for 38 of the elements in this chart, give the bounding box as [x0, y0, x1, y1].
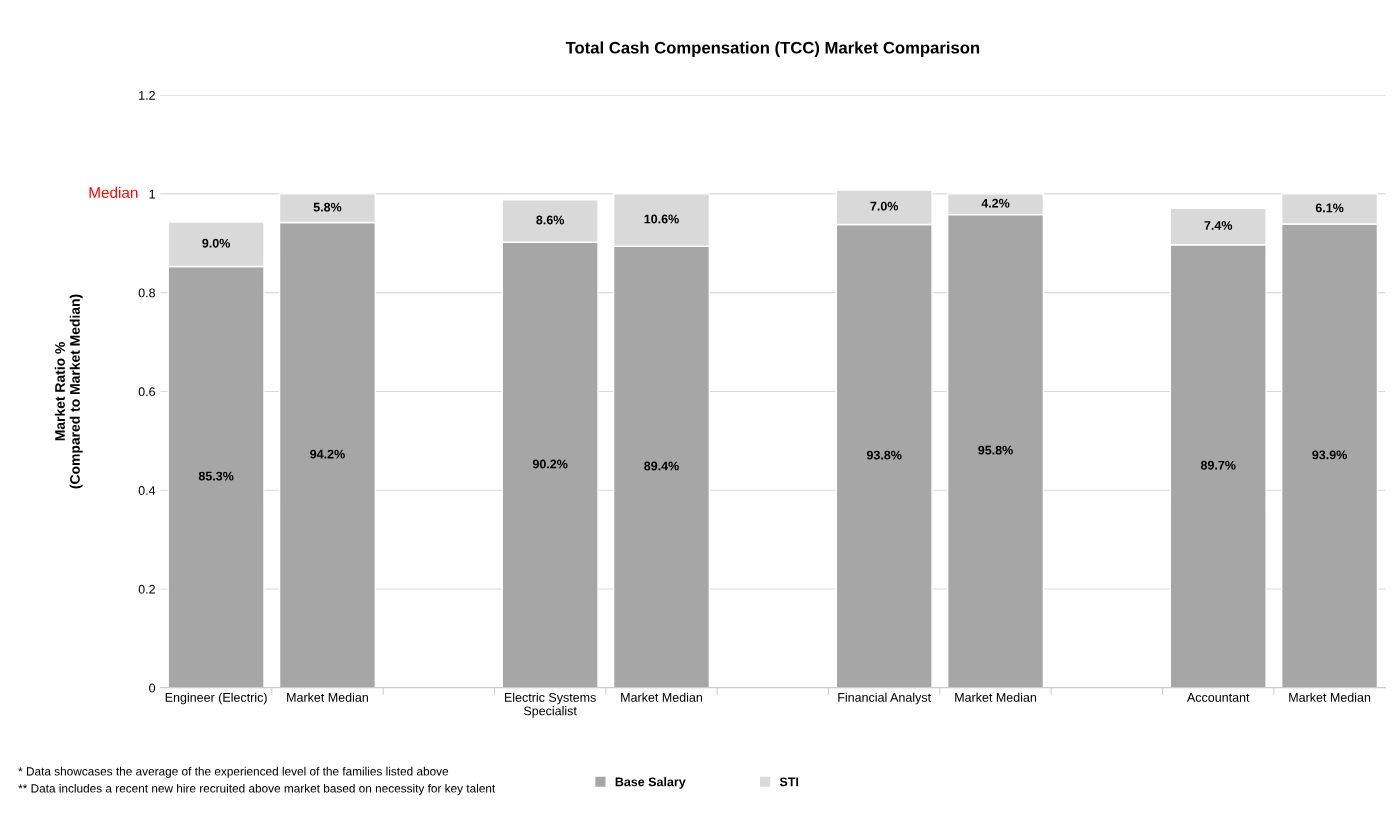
data-label: 8.6% — [536, 215, 565, 225]
legend-label: STI — [779, 777, 799, 787]
y-tick-label: 0.4 — [138, 486, 156, 495]
text: ** Data includes a recent new hire recruited above market based on necessity for key talent — [18, 783, 496, 795]
x-tick-label: Electric Systems Specialist — [504, 692, 596, 718]
chart-title: Total Cash Compensation (TCC) Market Comparison — [565, 41, 980, 57]
x-tick-label: Engineer (Electric) — [165, 692, 267, 705]
y-axis-title: Market Ratio % (Compared to Market Median) — [54, 294, 83, 489]
data-label: 6.1% — [1315, 203, 1344, 213]
data-label: 93.8% — [866, 450, 902, 460]
y-tick-label: 1.2 — [139, 90, 155, 100]
x-tick-label: Financial Analyst — [838, 692, 931, 705]
data-label: 7.0% — [870, 201, 899, 211]
legend-label: Base Salary — [615, 777, 686, 789]
y-tick-label: 1 — [149, 189, 155, 199]
data-label: 85.3% — [198, 471, 234, 481]
y-tick-label: 0.2 — [138, 584, 155, 594]
data-label: 90.2% — [532, 459, 568, 469]
data-label: 7.4% — [1204, 221, 1233, 230]
y-tick-label: 0.6 — [138, 387, 156, 397]
data-label: 89.7% — [1200, 460, 1236, 470]
x-tick-label: Accountant — [1186, 693, 1250, 702]
x-tick-label: Market Median — [955, 692, 1037, 702]
data-label: 95.8% — [978, 445, 1013, 455]
text: * Data showcases the average of the experienced level of the families listed above — [18, 766, 449, 778]
y-tick-label: 0 — [149, 683, 156, 693]
data-label: 4.2% — [981, 198, 1010, 208]
x-tick-label: Market Median — [287, 692, 368, 702]
data-label: 10.6% — [644, 214, 679, 224]
data-label: 89.4% — [644, 461, 679, 471]
data-label: 94.2% — [310, 449, 345, 459]
x-tick-label: Market Median — [621, 692, 703, 702]
data-label: 5.8% — [313, 202, 342, 212]
ref-line-label: Median — [89, 186, 138, 198]
data-label: 9.0% — [202, 238, 231, 248]
x-tick-label: Market Median — [1289, 692, 1371, 702]
y-tick-label: 0.8 — [138, 288, 156, 298]
data-label: 93.9% — [1312, 450, 1347, 460]
